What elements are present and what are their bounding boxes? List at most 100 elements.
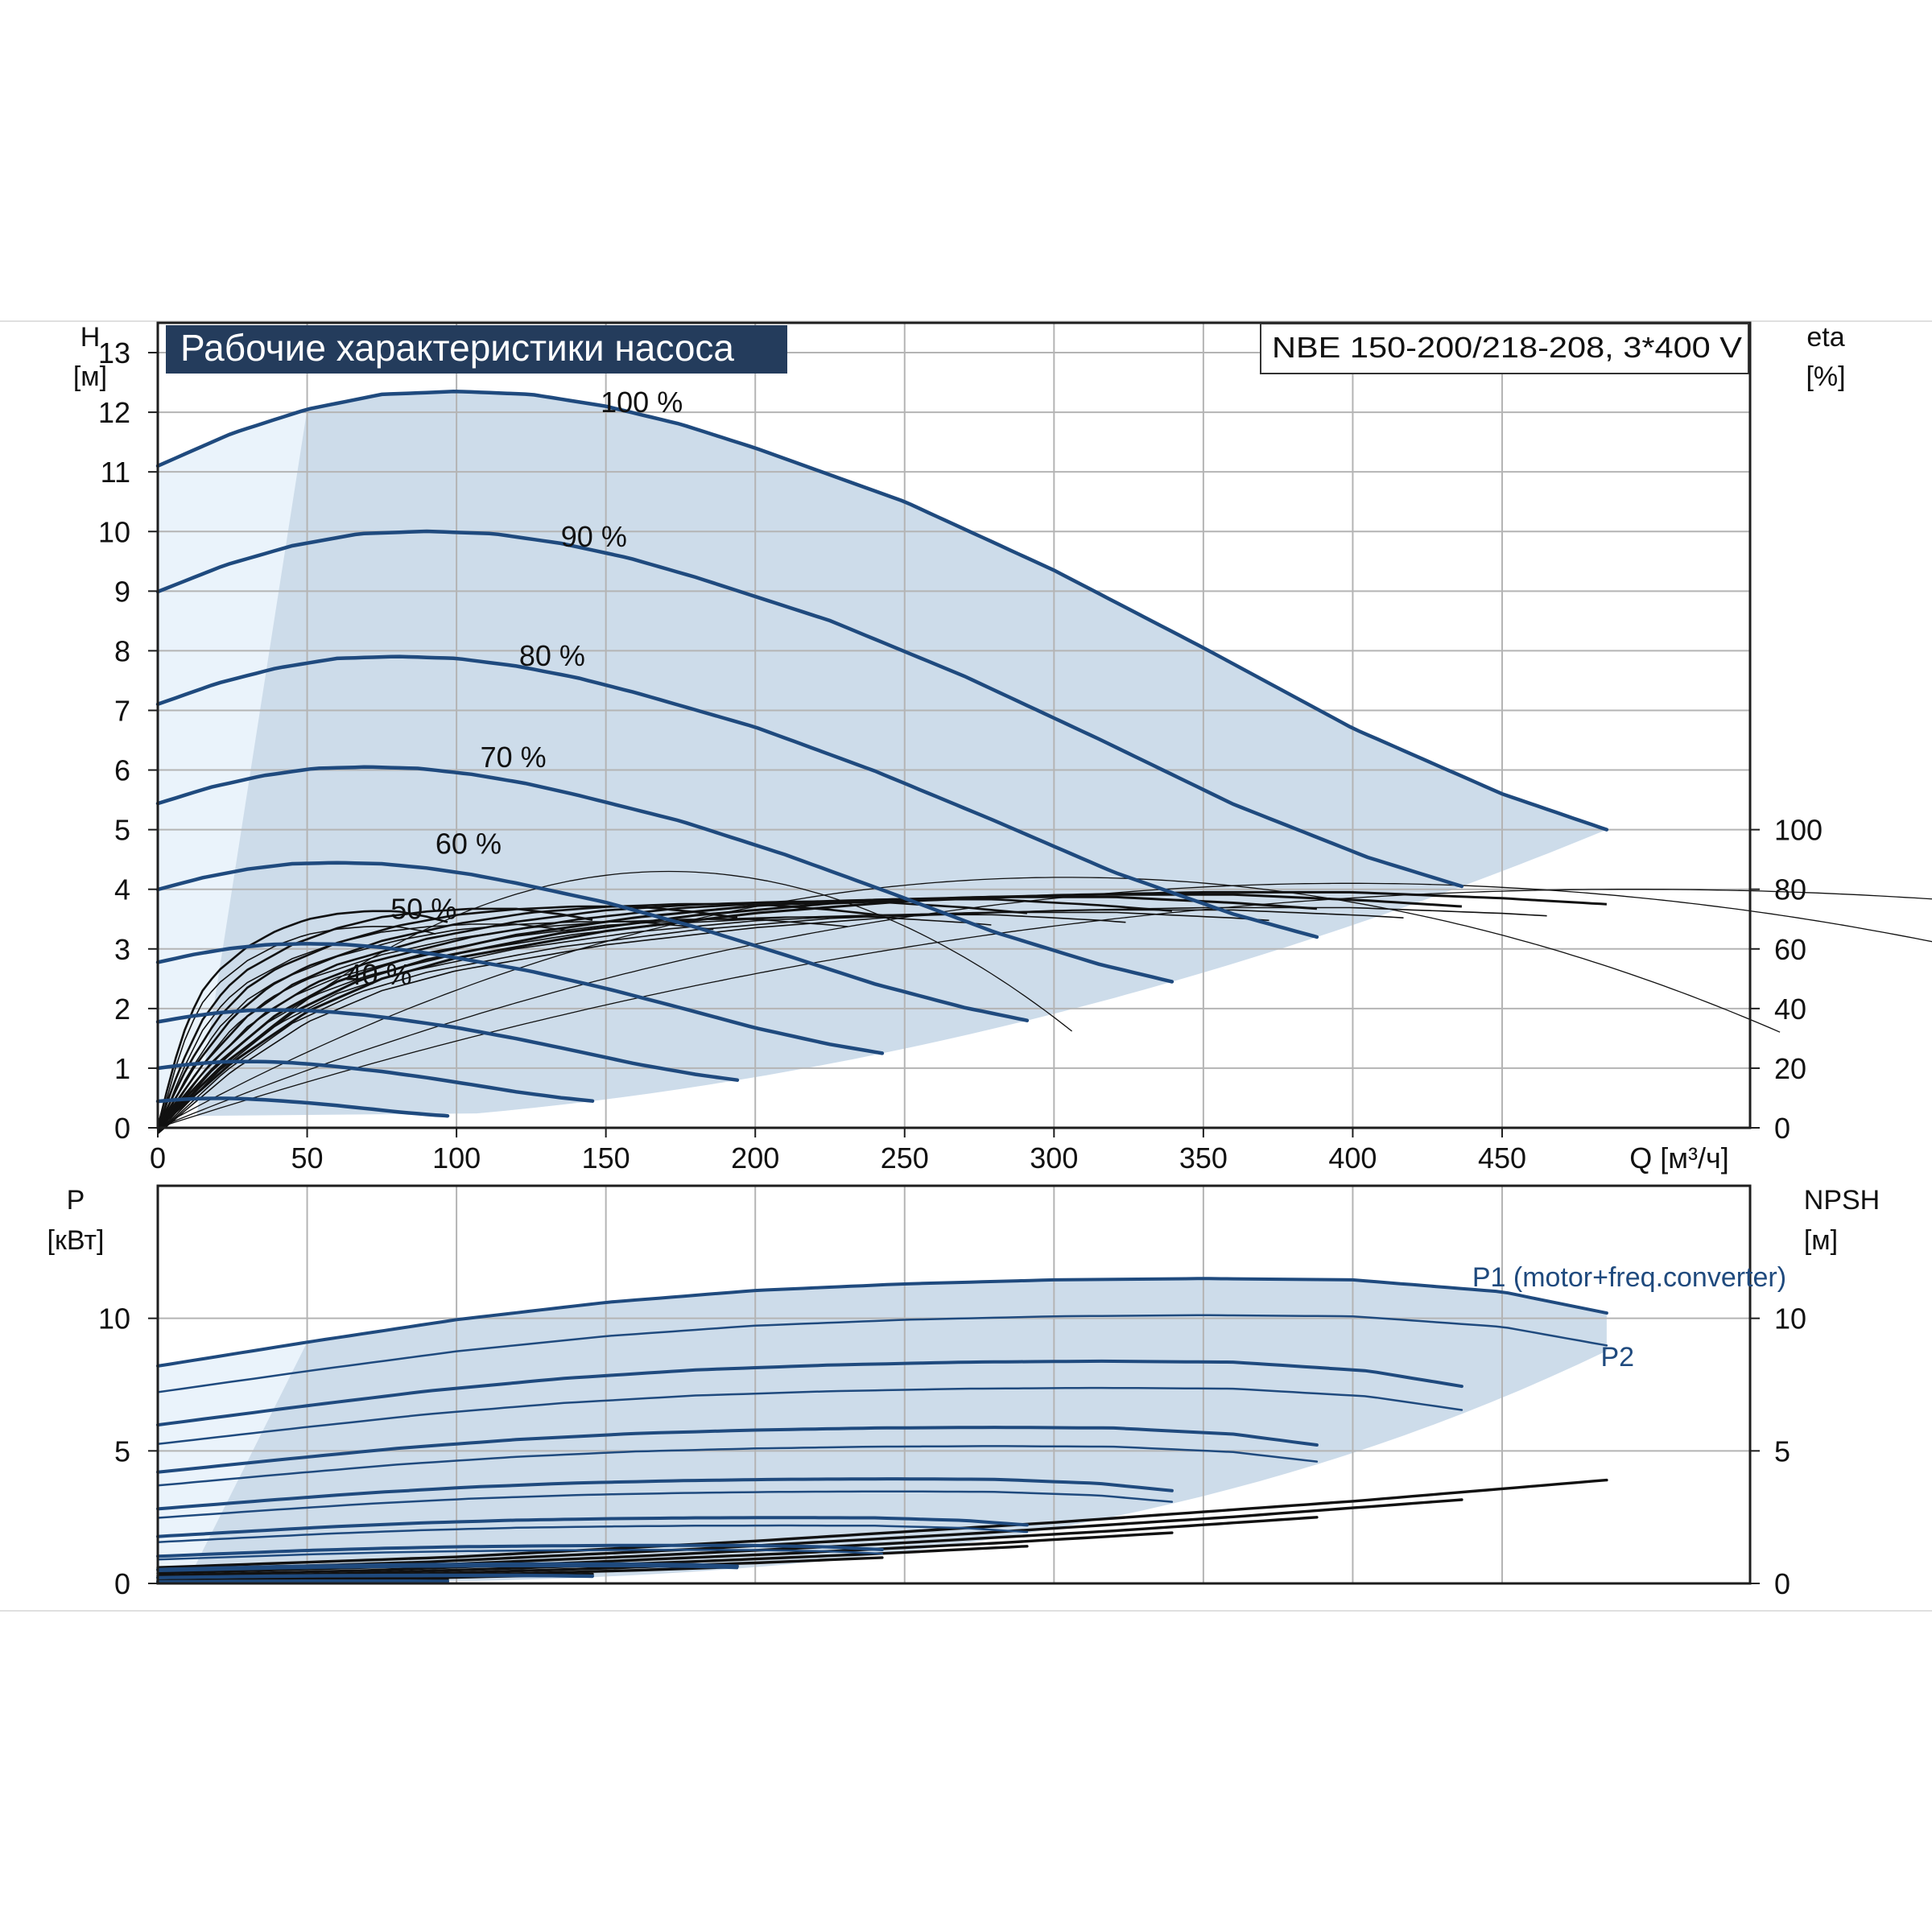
- npsh-axis-label: NPSH: [1804, 1185, 1880, 1216]
- npsh-tick-label: 5: [1774, 1435, 1790, 1468]
- h-tick-label: 1: [114, 1052, 130, 1085]
- p2-series-label: P2: [1600, 1342, 1634, 1373]
- p2-curve: [156, 1549, 884, 1561]
- h-tick-label: 0: [114, 1112, 130, 1145]
- chart-title: Рабочие характеристики насоса: [180, 327, 734, 369]
- eta-curve-thin: [157, 882, 1932, 1129]
- x-tick-label: 400: [1328, 1141, 1377, 1174]
- x-tick-label: 0: [150, 1141, 166, 1174]
- eta-curve-secondary: [157, 916, 992, 1134]
- h-tick-label: 2: [114, 993, 130, 1026]
- eta-tick-label: 60: [1774, 933, 1806, 966]
- x-tick-label: 100: [432, 1141, 481, 1174]
- eta-curve-secondary: [157, 911, 1269, 1134]
- eta-tick-label: 80: [1774, 873, 1806, 906]
- h-tick-label: 6: [114, 754, 130, 787]
- speed-labels: 100 % 90 % 80 % 70 % 60 % 50 % 40 %: [346, 386, 683, 991]
- head-plot-frame: [156, 321, 1752, 1129]
- head-axis-unit: [м]: [73, 361, 107, 392]
- h-tick-label: 4: [114, 873, 130, 906]
- h-tick-label: 12: [98, 396, 130, 429]
- head-curve: [155, 1008, 740, 1082]
- power-axis-label: P: [67, 1185, 85, 1216]
- head-curve: [155, 1059, 595, 1103]
- p2-curve: [156, 1580, 449, 1583]
- head-axis-ticks: 0 50 100 150 200 250 300 350 400 4500123456789101…: [98, 336, 1823, 1174]
- p1-curve: [156, 1562, 739, 1571]
- model-label: NBE 150-200/218-208, 3*400 V: [1272, 331, 1742, 364]
- speed-label: 70 %: [481, 741, 547, 774]
- title-box: [166, 325, 787, 374]
- power-plot-frame: [156, 1184, 1752, 1585]
- p1-curve: [156, 1477, 1174, 1511]
- speed-label: 50 %: [390, 893, 456, 926]
- eta-curve: [156, 900, 1028, 1129]
- npsh-curve: [156, 1531, 1174, 1577]
- p-tick-label: 5: [114, 1435, 130, 1468]
- h-tick-label: 9: [114, 575, 130, 608]
- eta-tick-label: 100: [1774, 814, 1823, 847]
- p2-curve: [156, 1524, 1029, 1543]
- eta-curve-thin: [157, 889, 1932, 1129]
- h-tick-label: 5: [114, 814, 130, 847]
- x-tick-label: 150: [582, 1141, 630, 1174]
- eta-curve: [156, 902, 883, 1129]
- power-curves: [156, 1277, 1608, 1583]
- eta-curve-secondary: [157, 923, 571, 1134]
- head-curve: [155, 765, 1174, 984]
- eta-curve-thin: [157, 870, 1073, 1129]
- p1-curve: [156, 1426, 1319, 1474]
- speed-label: 60 %: [436, 827, 502, 860]
- x-tick-label: 50: [291, 1141, 324, 1174]
- x-tick-label: 200: [731, 1141, 779, 1174]
- p2-curve: [156, 1445, 1319, 1487]
- eta-curve-secondary: [157, 926, 436, 1134]
- h-tick-label: 13: [98, 336, 130, 369]
- eta-axis-unit: [%]: [1806, 361, 1845, 392]
- eta-axis-label: eta: [1806, 322, 1844, 353]
- eta-curve: [156, 895, 1318, 1129]
- npsh-curve: [156, 1478, 1608, 1569]
- h-tick-label: 7: [114, 694, 130, 727]
- speed-label: 40 %: [346, 958, 412, 991]
- head-curves: [155, 390, 1609, 1118]
- p2-curve: [156, 1490, 1174, 1519]
- speed-label: 80 %: [519, 639, 585, 672]
- head-curve: [155, 1096, 450, 1118]
- npsh-tick-label: 0: [1774, 1567, 1790, 1600]
- p-tick-label: 10: [98, 1302, 130, 1335]
- head-curve: [155, 654, 1319, 939]
- h-tick-label: 10: [98, 515, 130, 548]
- x-tick-label: 300: [1030, 1141, 1078, 1174]
- npsh-axis-unit: [м]: [1804, 1225, 1838, 1256]
- speed-label: 90 %: [561, 520, 627, 553]
- power-band-main: [188, 1278, 1607, 1581]
- eta-curve: [156, 907, 593, 1129]
- eta-tick-label: 20: [1774, 1052, 1806, 1085]
- head-curve: [155, 529, 1464, 889]
- model-box: [1260, 323, 1749, 374]
- x-tick-label: 350: [1179, 1141, 1228, 1174]
- head-curve: [155, 942, 885, 1055]
- power-axis-ticks: 0 5 10 0 5 10: [98, 1302, 1806, 1600]
- eta-tick-label: 40: [1774, 993, 1806, 1026]
- p2-curve: [156, 1575, 594, 1579]
- head-panel: 100 %90 %80 %70 %60 %50 %40 % 0 50 100 150 2…: [73, 321, 1932, 1174]
- p1-curve: [156, 1516, 1029, 1538]
- power-panel: 0 5 10 0 5 10 P [кВт] NPSH [м] P1 (motor+freq…: [47, 1184, 1880, 1600]
- flow-axis-label: Q [м³/ч]: [1629, 1141, 1729, 1174]
- p2-curve: [156, 1314, 1608, 1393]
- h-tick-label: 8: [114, 634, 130, 667]
- eta-curve: [156, 905, 738, 1129]
- eta-curve: [156, 893, 1462, 1129]
- power-axis-unit: [кВт]: [47, 1225, 105, 1256]
- npsh-tick-label: 10: [1774, 1302, 1806, 1335]
- p1-curve: [156, 1277, 1608, 1368]
- eta-curve: [156, 910, 448, 1129]
- speed-label: 100 %: [601, 386, 683, 419]
- h-tick-label: 11: [101, 456, 130, 489]
- eta-tick-label: 0: [1774, 1112, 1790, 1145]
- x-tick-label: 450: [1478, 1141, 1526, 1174]
- eta-curve-secondary: [157, 919, 848, 1134]
